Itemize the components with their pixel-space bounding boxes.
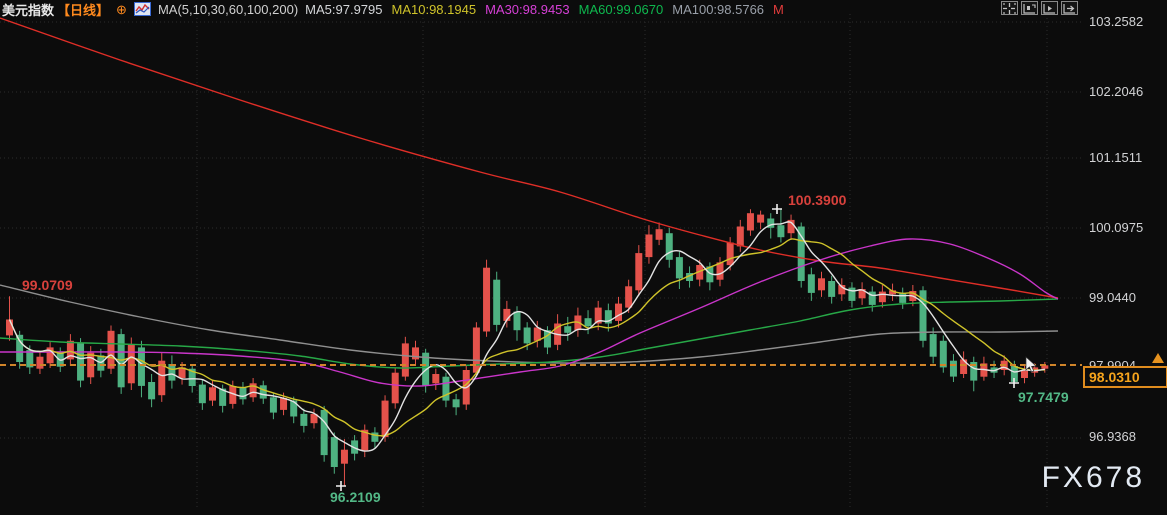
axis-label: 96.9368 <box>1089 429 1136 444</box>
price-annotation: 100.3900 <box>788 192 847 208</box>
axis-label: 100.0975 <box>1089 220 1144 235</box>
chart-export-button[interactable] <box>1061 1 1078 15</box>
symbol-title: 美元指数 <box>2 2 55 18</box>
chart-toolbar <box>1001 1 1078 15</box>
axis-label: 103.2582 <box>1089 14 1144 29</box>
ma-legend-item: MA30:98.9453 <box>485 1 570 17</box>
extreme-marker-icon <box>772 204 782 214</box>
crosshair-button[interactable] <box>1001 1 1018 15</box>
watermark: FX678 <box>1041 461 1145 494</box>
ma-legend-item: MA5:97.9795 <box>305 1 383 17</box>
extreme-marker-icon <box>1009 378 1019 388</box>
axis-label: 99.0440 <box>1089 290 1136 305</box>
add-indicator-icon[interactable]: ⊕ <box>116 1 127 17</box>
ma-legend-item: MA10:98.1945 <box>391 1 477 17</box>
ma60-line <box>0 298 1059 369</box>
chart-header: 美元指数 【日线】 ⊕ MA(5,10,30,60,100,200) MA5:97… <box>2 1 793 18</box>
chart-play-icon <box>1043 3 1055 14</box>
ma10-line <box>8 238 1045 437</box>
axis-label: 102.2046 <box>1089 84 1144 99</box>
ma30-line <box>0 238 1059 387</box>
crosshair-icon <box>1003 2 1016 14</box>
candlestick-layer <box>6 208 1049 487</box>
ma200-line <box>0 17 1059 299</box>
price-annotation: 97.7479 <box>1018 389 1069 405</box>
chart-play-button[interactable] <box>1041 1 1058 15</box>
ma-legend: MA5:97.9795 MA10:98.1945 MA30:98.9453 MA60:… <box>305 2 793 17</box>
ma-legend-item: MA60:99.0670 <box>578 1 664 17</box>
price-annotation: 99.0709 <box>22 277 73 293</box>
price-annotation: 96.2109 <box>330 489 381 505</box>
chart-region-button[interactable] <box>1021 1 1038 15</box>
current-price-tag: 98.0310 <box>1083 366 1167 388</box>
chart-region-icon <box>1023 3 1036 14</box>
period-label: 【日线】 <box>57 2 110 18</box>
ma-legend-item: M <box>773 1 784 17</box>
ma5-line <box>8 221 1045 452</box>
latest-price-arrow-icon[interactable] <box>1150 351 1165 365</box>
chart-export-icon <box>1063 3 1075 14</box>
extreme-marker-icon <box>336 481 346 491</box>
ma-legend-item: MA100:98.5766 <box>672 1 765 17</box>
ma-params-label: MA(5,10,30,60,100,200) <box>157 1 299 17</box>
axis-label: 101.1511 <box>1089 150 1143 165</box>
chart-template-icon[interactable] <box>133 2 151 16</box>
mouse-cursor-icon <box>1025 356 1037 373</box>
